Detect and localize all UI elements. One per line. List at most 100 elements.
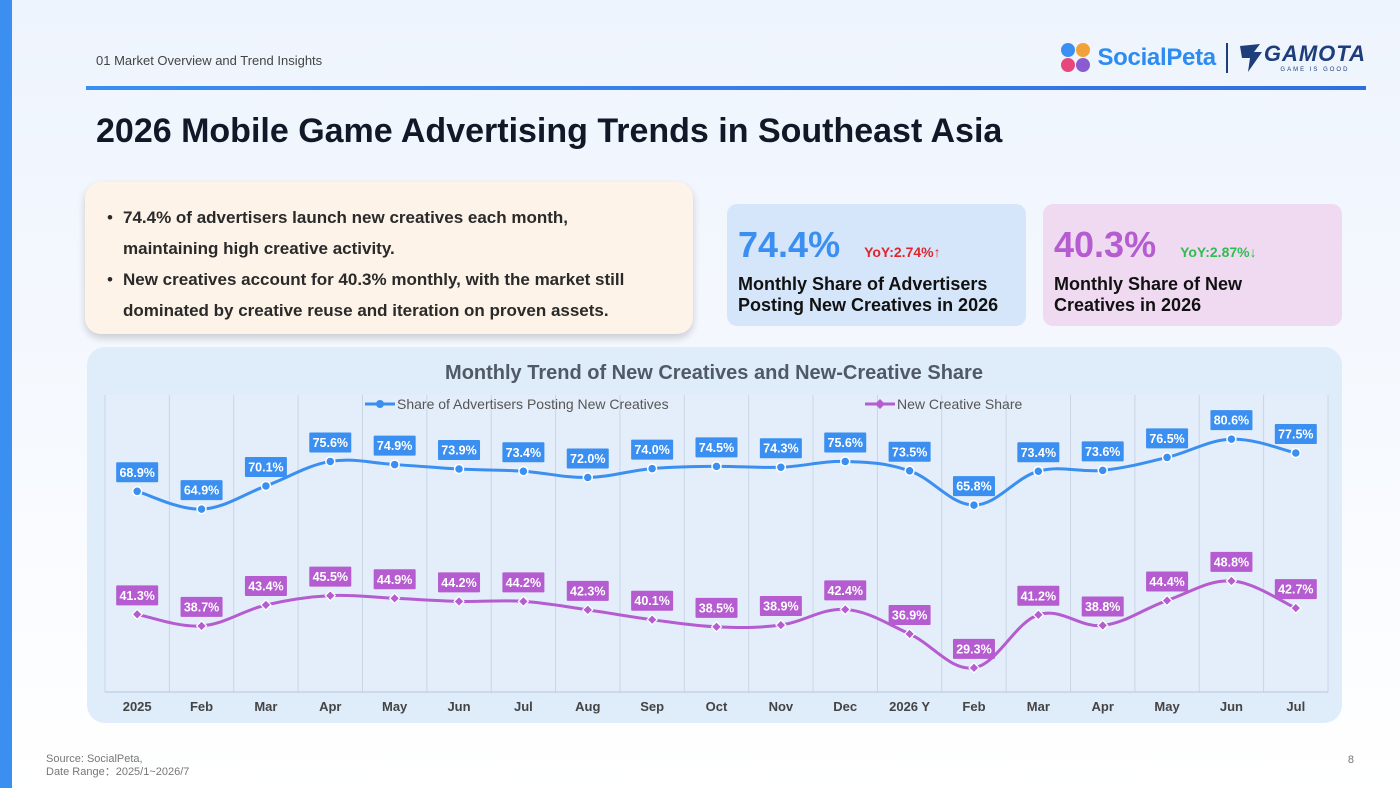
socialpeta-logo-icon — [1061, 43, 1091, 73]
data-label: 75.6% — [828, 436, 863, 450]
data-label: 44.9% — [377, 573, 412, 587]
data-point — [131, 486, 143, 497]
summary-bullet: • New creatives account for 40.3% monthl… — [107, 264, 673, 326]
data-point — [646, 613, 658, 626]
data-label-box — [1210, 551, 1253, 572]
data-label: 77.5% — [1278, 427, 1313, 441]
data-label: 42.3% — [570, 584, 605, 598]
data-label: 73.4% — [1021, 446, 1056, 460]
x-tick-label: Feb — [962, 699, 985, 714]
data-label: 72.0% — [570, 452, 605, 466]
data-point — [131, 608, 144, 621]
page-title: 2026 Mobile Game Advertising Trends in S… — [96, 112, 1003, 150]
data-point — [968, 499, 980, 511]
data-label: 38.8% — [1085, 600, 1120, 614]
data-label-box — [1146, 428, 1189, 449]
legend-label: Share of Advertisers Posting New Creativ… — [397, 396, 669, 412]
data-label-box — [952, 476, 995, 497]
data-label: 44.2% — [441, 576, 476, 590]
data-label: 41.3% — [119, 589, 154, 603]
data-label: 75.6% — [313, 436, 348, 450]
data-point — [903, 628, 916, 640]
data-label: 68.9% — [119, 466, 154, 480]
line-chart: Monthly Trend of New Creatives and New-C… — [104, 362, 1329, 714]
data-point — [1097, 465, 1108, 476]
kpi-yoy: YoY:2.87%↓ — [1180, 244, 1257, 260]
data-label-box — [695, 597, 738, 618]
data-label-box — [695, 437, 738, 458]
legend-marker — [875, 399, 885, 409]
data-label-box — [1081, 441, 1124, 462]
data-label-box — [1274, 423, 1317, 444]
data-label: 74.0% — [634, 443, 669, 457]
data-label-box — [438, 440, 481, 461]
date-range-line: Date Range：2025/1~2026/7 — [46, 766, 190, 778]
data-label-box — [631, 439, 674, 460]
socialpeta-logo-text: SocialPeta — [1097, 44, 1216, 71]
data-label: 73.4% — [506, 446, 541, 460]
data-label: 45.5% — [313, 570, 348, 584]
data-point — [1161, 452, 1173, 463]
x-tick-label: 2026 Y — [889, 699, 930, 714]
gamota-tagline: GAME IS GOOD — [1280, 67, 1350, 73]
data-point — [711, 461, 722, 472]
section-label: 01 Market Overview and Trend Insights — [96, 53, 323, 68]
legend-marker — [376, 400, 384, 408]
summary-box: • 74.4% of advertisers launch new creati… — [85, 182, 693, 334]
data-label: 43.4% — [248, 579, 283, 593]
kpi-card-advertisers: 74.4% YoY:2.74%↑ Monthly Share of Advert… — [727, 204, 1026, 326]
x-tick-label: May — [1154, 699, 1180, 714]
data-point — [388, 592, 401, 605]
data-label-box — [244, 575, 287, 596]
data-point — [582, 472, 594, 483]
data-point — [1096, 619, 1109, 632]
data-label-box — [1081, 596, 1124, 617]
data-label: 73.9% — [441, 444, 476, 458]
x-tick-label: Jul — [514, 699, 533, 714]
x-tick-label: Jul — [1286, 699, 1305, 714]
data-label: 38.5% — [699, 601, 734, 615]
gamota-logo-icon — [1239, 44, 1262, 72]
data-label: 76.5% — [1149, 432, 1184, 446]
kpi-label-line: Monthly Share of New — [1054, 274, 1243, 294]
data-label: 38.7% — [184, 600, 219, 614]
data-point — [196, 503, 207, 515]
data-point — [453, 595, 465, 608]
data-point — [1032, 608, 1045, 621]
data-label-box — [373, 569, 416, 590]
data-point — [1225, 575, 1238, 587]
data-point — [775, 619, 787, 631]
data-label-box — [631, 590, 674, 611]
kpi-label-line: Monthly Share of Advertisers — [738, 274, 988, 294]
data-label: 42.4% — [828, 584, 863, 598]
data-label-box — [1210, 410, 1253, 431]
kpi-label-line: Creatives in 2026 — [1054, 295, 1202, 315]
data-label-box — [1017, 442, 1060, 463]
data-point — [968, 661, 980, 674]
x-tick-label: 2025 — [123, 699, 152, 714]
data-point — [389, 459, 400, 470]
x-tick-label: Sep — [640, 699, 664, 714]
page-number: 8 — [1347, 754, 1354, 766]
kpi-value: 74.4% — [738, 224, 841, 265]
data-label: 74.3% — [763, 442, 798, 456]
data-label: 41.2% — [1021, 589, 1056, 603]
data-label: 42.7% — [1278, 583, 1313, 597]
kpi-label: Monthly Share of Advertisers Posting New… — [738, 274, 1016, 316]
data-label-box — [1274, 579, 1317, 600]
data-point — [581, 604, 594, 616]
data-point — [324, 589, 337, 602]
x-tick-label: Apr — [319, 699, 341, 714]
data-label: 64.9% — [184, 484, 219, 498]
data-label: 74.9% — [377, 439, 412, 453]
data-label-box — [952, 638, 995, 659]
data-point — [195, 620, 208, 632]
data-label-box — [824, 580, 867, 601]
data-point — [775, 461, 787, 473]
data-label-box — [1017, 585, 1060, 606]
data-point — [260, 480, 272, 492]
data-label-box — [373, 435, 416, 456]
data-label-box — [759, 596, 802, 617]
chart-title: Monthly Trend of New Creatives and New-C… — [445, 362, 983, 384]
gamota-logo: GAMOTA GAME IS GOOD — [1238, 42, 1366, 74]
